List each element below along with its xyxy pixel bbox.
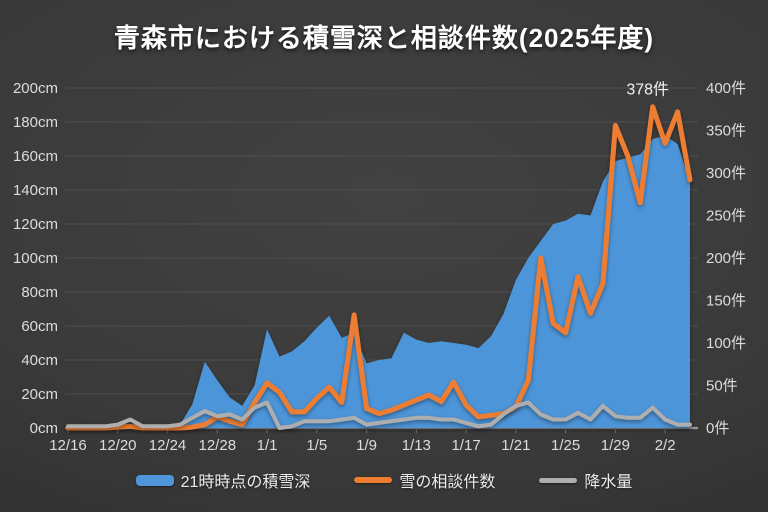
left-axis-tick-label: 140cm	[13, 182, 58, 199]
consultations-line	[65, 104, 693, 431]
x-axis-tick-label: 12/20	[99, 437, 137, 454]
legend-label-precipitation: 降水量	[584, 474, 633, 491]
snow-depth-area	[68, 135, 690, 428]
left-axis-tick-label: 80cm	[21, 284, 58, 301]
legend-label-consultations: 雪の相談件数	[399, 474, 496, 491]
right-axis-tick-label: 100件	[706, 335, 746, 352]
legend-item-snow-depth: 21時時点の積雪深	[135, 468, 311, 492]
snow-depth-swatch	[135, 474, 174, 486]
x-axis-tick-label: 1/21	[501, 437, 530, 454]
right-axis-tick-label: 250件	[706, 208, 746, 225]
x-axis-tick-label: 12/28	[199, 437, 237, 454]
left-axis-tick-label: 60cm	[21, 318, 58, 335]
left-axis-tick-label: 160cm	[13, 148, 58, 165]
peak-annotation: 378件	[626, 81, 669, 99]
right-axis-tick-label: 50件	[706, 378, 738, 395]
right-axis-tick-label: 400件	[706, 80, 746, 97]
legend-item-precipitation: 降水量	[539, 468, 632, 492]
left-axis-tick-label: 20cm	[21, 386, 58, 403]
x-axis-tick-label: 1/1	[257, 437, 278, 454]
x-axis-tick-label: 1/13	[402, 437, 431, 454]
x-axis-tick-label: 1/29	[601, 437, 630, 454]
left-axis-tick-label: 100cm	[13, 250, 58, 267]
chart-legend: 21時時点の積雪深 雪の相談件数 降水量	[0, 468, 768, 492]
x-axis-tick-label: 1/17	[451, 437, 480, 454]
x-axis-tick-label: 2/2	[655, 437, 676, 454]
x-axis-tick-label: 1/5	[306, 437, 327, 454]
chart-title: 青森市における積雪深と相談件数(2025年度)	[113, 23, 655, 53]
precipitation-swatch	[539, 477, 578, 483]
left-axis-tick-label: 120cm	[13, 216, 58, 233]
right-axis-tick-label: 300件	[706, 165, 746, 182]
precipitation-line	[66, 400, 692, 430]
x-axis-tick-label: 1/25	[551, 437, 580, 454]
left-axis-tick-label: 200cm	[13, 80, 58, 97]
left-axis-tick-label: 40cm	[21, 352, 58, 369]
legend-label-snow-depth: 21時時点の積雪深	[180, 474, 311, 491]
x-axis-tick-label: 1/9	[356, 437, 377, 454]
left-axis-tick-label: 0cm	[30, 420, 58, 437]
right-axis-tick-label: 150件	[706, 293, 746, 310]
legend-item-consultations: 雪の相談件数	[354, 468, 495, 492]
left-axis-tick-label: 180cm	[13, 114, 58, 131]
x-axis-tick-label: 12/24	[149, 437, 187, 454]
x-axis-tick-label: 12/16	[49, 437, 87, 454]
right-axis-tick-label: 350件	[706, 123, 746, 140]
right-axis-tick-label: 0件	[706, 420, 729, 437]
consultations-swatch	[354, 477, 393, 483]
right-axis-tick-label: 200件	[706, 250, 746, 267]
